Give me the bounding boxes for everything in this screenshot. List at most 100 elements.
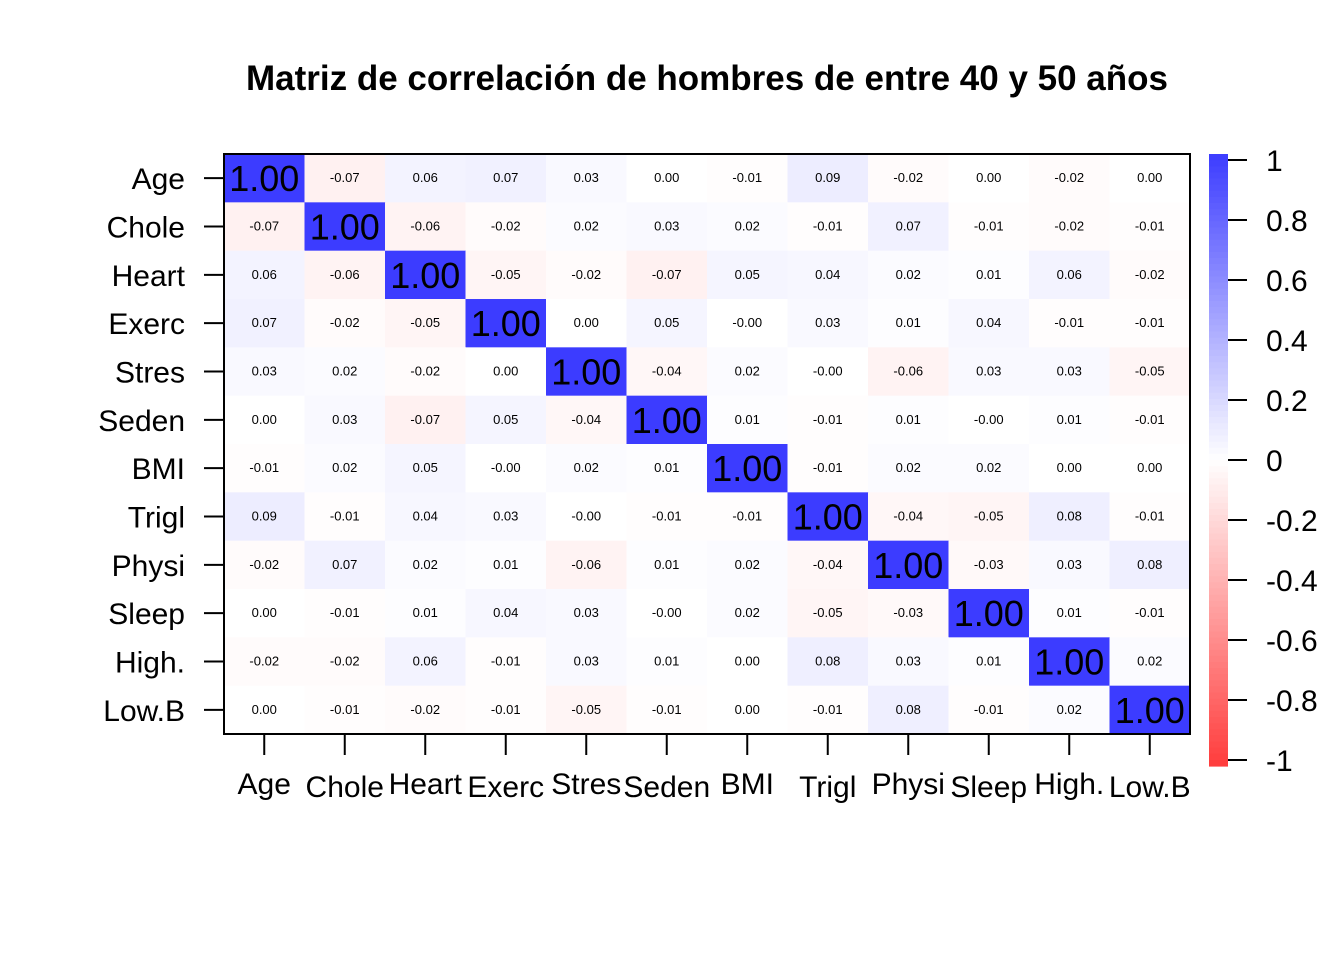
heatmap-cell-Chole-BMI bbox=[707, 202, 788, 252]
heatmap-cell-Heart-Sleep bbox=[948, 250, 1030, 300]
cell-value-label: -0.00 bbox=[974, 412, 1004, 427]
heatmap-cell-Heart-Stres bbox=[546, 250, 627, 300]
cell-value-label: 0.08 bbox=[1137, 557, 1162, 572]
column-label-Exerc: Exerc bbox=[467, 771, 544, 804]
cell-value-label: -0.01 bbox=[1054, 315, 1084, 330]
colorbar-tick-label: -0.4 bbox=[1266, 565, 1318, 598]
heatmap-cell-Seden-Chole bbox=[304, 395, 386, 445]
cell-value-label: 1.00 bbox=[390, 255, 460, 296]
heatmap-cell-BMI-Trigl bbox=[787, 444, 869, 493]
heatmap-cell-Heart-Seden bbox=[626, 250, 708, 300]
colorbar-segment bbox=[1209, 270, 1228, 277]
cell-value-label: 0.00 bbox=[574, 315, 599, 330]
heatmap-cell-BMI-Stres bbox=[546, 444, 627, 493]
cell-value-label: -0.01 bbox=[974, 219, 1004, 234]
colorbar-segment bbox=[1209, 368, 1228, 375]
heatmap-cell-Exerc-Sleep bbox=[948, 299, 1030, 348]
chart-title: Matriz de correlación de hombres de entr… bbox=[246, 59, 1168, 98]
heatmap-cell-Physi-Trigl bbox=[787, 540, 869, 590]
heatmap-cell-Stres-Chole bbox=[304, 347, 386, 397]
colorbar-segment bbox=[1209, 325, 1228, 333]
heatmap-cell-Stres-Stres bbox=[546, 347, 627, 397]
colorbar-segment bbox=[1209, 735, 1228, 743]
heatmap-cell-Trigl-Age bbox=[224, 492, 305, 542]
heatmap-cell-Sleep-Trigl bbox=[787, 589, 869, 638]
colorbar-segment bbox=[1209, 668, 1228, 675]
colorbar-segment bbox=[1209, 380, 1228, 388]
colorbar-segment bbox=[1209, 196, 1228, 204]
cell-value-label: 0.02 bbox=[574, 460, 599, 475]
cell-value-label: 0.03 bbox=[976, 364, 1001, 379]
cell-value-label: 0.00 bbox=[1137, 460, 1162, 475]
colorbar-segment bbox=[1209, 264, 1228, 271]
colorbar-tick-label: -1 bbox=[1266, 745, 1293, 778]
colorbar-segment bbox=[1209, 258, 1228, 265]
heatmap-cell-Seden-Physi bbox=[868, 395, 949, 445]
heatmap-cell-High.-Physi bbox=[868, 637, 949, 687]
heatmap-cell-Trigl-BMI bbox=[707, 492, 788, 542]
cell-value-label: 0.06 bbox=[252, 267, 277, 282]
heatmap-cell-Stres-Physi bbox=[868, 347, 949, 397]
colorbar-segment bbox=[1209, 661, 1228, 669]
row-label-Low.B: Low.B bbox=[103, 695, 185, 728]
heatmap-cell-BMI-Heart bbox=[385, 444, 466, 493]
colorbar-segment bbox=[1209, 460, 1228, 467]
cell-value-label: -0.01 bbox=[1135, 509, 1165, 524]
heatmap-cell-Age-Low.B bbox=[1109, 154, 1191, 203]
heatmap-cell-Sleep-Heart bbox=[385, 589, 466, 638]
heatmap-cell-Sleep-Physi bbox=[868, 589, 949, 638]
colorbar-segment bbox=[1209, 472, 1228, 479]
colorbar-segment bbox=[1209, 606, 1228, 614]
cell-value-label: 0.07 bbox=[896, 219, 921, 234]
heatmap-cell-Low.B-Exerc bbox=[465, 685, 547, 735]
colorbar-segment bbox=[1209, 594, 1228, 602]
cell-value-label: 0.01 bbox=[654, 460, 679, 475]
colorbar-segment bbox=[1209, 484, 1228, 492]
cell-value-label: 0.00 bbox=[1137, 170, 1162, 185]
column-labels: Age Chole Heart Exerc Stres Seden BMI Trigl Phys… bbox=[238, 734, 1191, 804]
cell-value-label: -0.01 bbox=[1135, 315, 1165, 330]
heatmap-cell-Age-Physi bbox=[868, 154, 949, 203]
heatmap-cell-Sleep-High. bbox=[1029, 589, 1110, 638]
colorbar-tick-label: 0.6 bbox=[1266, 265, 1308, 298]
cell-value-label: 0.03 bbox=[1057, 364, 1082, 379]
column-label-Sleep: Sleep bbox=[950, 771, 1027, 804]
heatmap-cell-Physi-Seden bbox=[626, 540, 708, 590]
colorbar-segment bbox=[1209, 551, 1228, 559]
heatmap-cell-Stres-Heart bbox=[385, 347, 466, 397]
heatmap-cell-High.-Seden bbox=[626, 637, 708, 687]
cell-value-label: 0.09 bbox=[252, 509, 277, 524]
cell-value-label: -0.07 bbox=[249, 219, 279, 234]
cell-value-label: -0.01 bbox=[1135, 605, 1165, 620]
cell-value-label: 0.03 bbox=[574, 170, 599, 185]
row-label-BMI: BMI bbox=[132, 453, 185, 486]
colorbar-segment bbox=[1209, 447, 1228, 455]
colorbar-segment bbox=[1209, 209, 1228, 216]
heatmap-cell-High.-Heart bbox=[385, 637, 466, 687]
cell-value-label: 0.03 bbox=[1057, 557, 1082, 572]
colorbar-segment bbox=[1209, 502, 1228, 510]
heatmap-cell-Exerc-Exerc bbox=[465, 299, 547, 348]
colorbar-segment bbox=[1209, 588, 1228, 596]
cell-value-label: -0.06 bbox=[893, 364, 923, 379]
heatmap-cell-Trigl-Low.B bbox=[1109, 492, 1191, 542]
cell-value-label: 0.02 bbox=[896, 267, 921, 282]
cell-value-label: -0.01 bbox=[330, 702, 360, 717]
colorbar-segment bbox=[1209, 698, 1228, 706]
heatmap-cell-Trigl-Heart bbox=[385, 492, 466, 542]
colorbar-segment bbox=[1209, 239, 1228, 247]
heatmap-cell-Chole-Physi bbox=[868, 202, 949, 252]
column-label-Physi: Physi bbox=[872, 768, 945, 801]
heatmap-cell-Sleep-Exerc bbox=[465, 589, 547, 638]
heatmap-cell-Physi-Exerc bbox=[465, 540, 547, 590]
cell-value-label: -0.01 bbox=[491, 702, 521, 717]
cell-value-label: 0.01 bbox=[654, 654, 679, 669]
heatmap-cell-High.-Exerc bbox=[465, 637, 547, 687]
colorbar-tick-label: 0 bbox=[1266, 445, 1283, 478]
cell-value-label: 1.00 bbox=[229, 158, 299, 199]
cell-value-label: 0.02 bbox=[413, 557, 438, 572]
colorbar-segment bbox=[1209, 276, 1228, 284]
heatmap-cell-Seden-Heart bbox=[385, 395, 466, 445]
cell-value-label: -0.01 bbox=[652, 702, 682, 717]
heatmap-cell-Physi-Stres bbox=[546, 540, 627, 590]
